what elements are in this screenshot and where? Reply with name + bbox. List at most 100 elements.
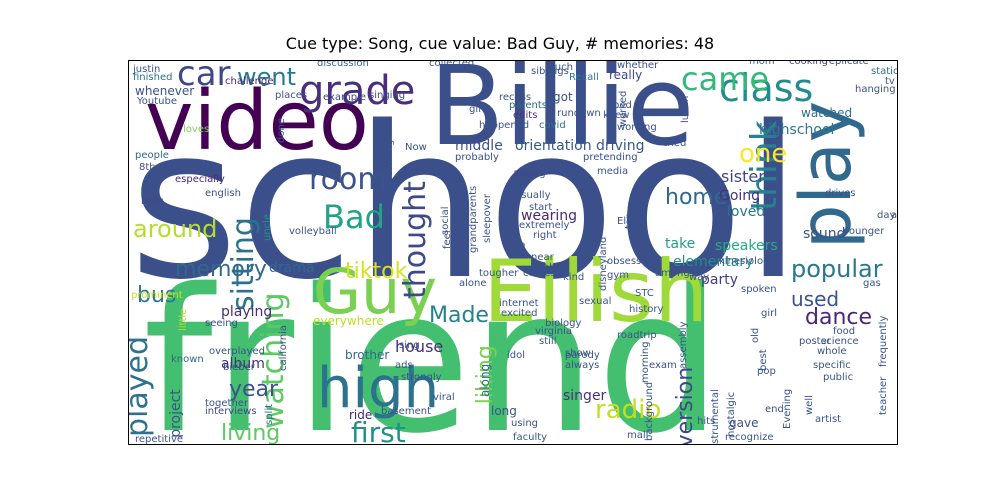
word-brother: brother (345, 348, 390, 362)
word-exam: exam (649, 360, 677, 371)
word-now: Now (405, 142, 427, 153)
word-sleepover: sleepover (482, 194, 493, 243)
word-interviews: interviews (205, 406, 257, 417)
word-specific: specific (813, 360, 851, 371)
word-art: art (891, 210, 898, 221)
word-viral: viral (433, 392, 455, 403)
word-seeing: seeing (205, 318, 238, 329)
word-pop: pop (757, 366, 776, 377)
word-popular: popular (791, 255, 883, 283)
word-sister: sister (721, 167, 765, 186)
word-california: california (278, 324, 289, 371)
word-biology: biology (545, 318, 582, 329)
word-hanging: hanging (855, 84, 896, 95)
word-kinesiology: kinesiology (719, 256, 776, 267)
word-enjoy: enjoy (155, 210, 183, 221)
word-history: history (629, 304, 664, 315)
word-always: always (565, 360, 600, 371)
word-younger: younger (843, 226, 885, 237)
word-sound: sound (803, 226, 846, 242)
word-replicate: replicate (825, 60, 869, 67)
word-virginia: virginia (535, 326, 573, 337)
word-radio: radio (595, 395, 662, 425)
word-guy: Guy (313, 255, 438, 328)
word-tv: tv (885, 76, 895, 87)
word-people: people (135, 150, 169, 161)
word-together: together (205, 398, 249, 409)
word-bad: Bad (323, 198, 385, 236)
word-pretending: pretending (583, 152, 638, 163)
word-singer: singer (563, 388, 607, 404)
word-places: places (275, 90, 308, 101)
word-billie: Billie (429, 60, 695, 170)
word-ads: ads (395, 360, 413, 371)
word-first: first (351, 416, 406, 445)
word-working: working (617, 122, 657, 133)
word-project: project (168, 389, 184, 438)
word-feel: feel (442, 230, 453, 249)
word-knew: knew (603, 110, 630, 121)
word-artist: artist (815, 414, 842, 425)
word-whether: whether (617, 60, 659, 71)
word-way: way (689, 272, 710, 283)
word-bass: bass (141, 196, 164, 207)
word-gas: gas (863, 278, 881, 289)
word-bus: bus (137, 283, 177, 308)
word-extremely: extremely (519, 220, 570, 231)
word-loves: loves (183, 124, 210, 135)
word-dance: dance (805, 305, 873, 330)
word-evening: Evening (782, 388, 793, 429)
word-eilish: Eilish (483, 242, 709, 342)
word-album: album (221, 356, 265, 372)
word-rundown: rundown (557, 108, 601, 119)
word-table: table (539, 262, 565, 273)
word-came: came (681, 60, 770, 98)
word-excited: excited (501, 308, 538, 319)
word-asking: asking (513, 168, 546, 179)
word-whole: whole (817, 346, 847, 357)
word-becoming: becoming (384, 139, 395, 189)
word-going: Going (719, 188, 761, 204)
word-assembly: assembly (678, 321, 689, 370)
word-drives: drives (825, 188, 856, 199)
word-start: start (529, 202, 553, 213)
word-one: one (739, 139, 788, 169)
word-roadtrip: roadtrip (617, 330, 657, 341)
word-little: little (178, 308, 189, 331)
word-kind: kind (563, 272, 585, 283)
word-poster: poster (799, 336, 831, 347)
word-faculty: faculty (513, 432, 548, 443)
word-gave: gave (729, 416, 759, 430)
word-recall: Recall (569, 72, 599, 83)
word-gym: gym (607, 270, 630, 281)
word-tried: tried (663, 138, 687, 149)
word-show: show (565, 348, 591, 359)
word-alone: alone (459, 278, 487, 289)
word-happened: happened (479, 120, 530, 131)
word-girl: girl (761, 308, 778, 319)
word-usually: usually (515, 190, 551, 201)
word-singing: singing (369, 90, 406, 101)
word-strongly: strongly (401, 372, 442, 383)
word-room: room (309, 162, 387, 197)
word-done: done (276, 118, 287, 143)
word-day: day (877, 210, 896, 221)
word-video: video (145, 74, 369, 169)
word-justin: justin (133, 64, 161, 75)
word-ikea: Ikea (505, 240, 526, 251)
word-repetitive: repetitive (135, 434, 184, 445)
word-loved: loved (727, 204, 766, 220)
word-ride: ride (349, 408, 373, 422)
word-using: using (511, 418, 539, 429)
word-version: version (673, 366, 698, 445)
word-tiktok: tiktok (345, 259, 408, 284)
word-media: media (597, 166, 629, 177)
word-long: long (491, 404, 517, 418)
word-drama: drama (269, 260, 315, 276)
word-overplayed: overplayed (209, 346, 265, 357)
word-class: class (719, 66, 814, 110)
word-science: science (821, 336, 859, 347)
word-much: much (545, 62, 573, 73)
word-uncle: uncle (262, 213, 273, 241)
word-prominent: prominent (131, 290, 183, 301)
